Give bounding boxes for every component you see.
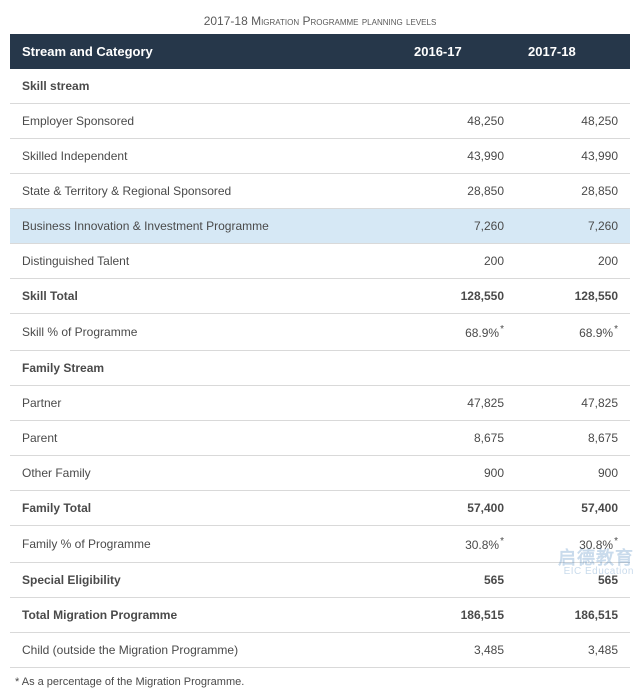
row-label: Special Eligibility: [10, 563, 402, 598]
row-value-2016-17: 7,260: [402, 209, 516, 244]
row-value-2016-17: 900: [402, 456, 516, 491]
row-label: Total Migration Programme: [10, 598, 402, 633]
table-row: Partner47,82547,825: [10, 386, 630, 421]
header-row: Stream and Category 2016-17 2017-18: [10, 34, 630, 69]
asterisk-icon: *: [614, 324, 618, 335]
row-label: Distinguished Talent: [10, 244, 402, 279]
row-label: Family Total: [10, 491, 402, 526]
row-label: State & Territory & Regional Sponsored: [10, 174, 402, 209]
row-label: Child (outside the Migration Programme): [10, 633, 402, 668]
table-row: Distinguished Talent200200: [10, 244, 630, 279]
table-row: Child (outside the Migration Programme)3…: [10, 633, 630, 668]
row-value-2017-18: 200: [516, 244, 630, 279]
footnote-text: As a percentage of the Migration Program…: [22, 676, 245, 688]
table-row: Total Migration Programme186,515186,515: [10, 598, 630, 633]
table-row: Skill stream: [10, 69, 630, 104]
row-label: Family Stream: [10, 351, 630, 386]
table-row: Special Eligibility565565: [10, 563, 630, 598]
col-2016-17: 2016-17: [402, 34, 516, 69]
col-category: Stream and Category: [10, 34, 402, 69]
table-row: Parent8,6758,675: [10, 421, 630, 456]
asterisk-icon: *: [500, 536, 504, 547]
row-value-2016-17: 30.8%*: [402, 526, 516, 563]
table-row: Business Innovation & Investment Program…: [10, 209, 630, 244]
footnote: * As a percentage of the Migration Progr…: [10, 668, 630, 688]
table-row: Skill Total128,550128,550: [10, 279, 630, 314]
row-value-2016-17: 128,550: [402, 279, 516, 314]
table-row: Other Family900900: [10, 456, 630, 491]
table-row: Skilled Independent43,99043,990: [10, 139, 630, 174]
row-value-2017-18: 48,250: [516, 104, 630, 139]
table-row: Family Stream: [10, 351, 630, 386]
row-value-2017-18: 47,825: [516, 386, 630, 421]
migration-table: Stream and Category 2016-17 2017-18 Skil…: [10, 34, 630, 668]
row-value-2016-17: 47,825: [402, 386, 516, 421]
row-label: Other Family: [10, 456, 402, 491]
row-value-2016-17: 8,675: [402, 421, 516, 456]
table-row: Family % of Programme30.8%*30.8%*: [10, 526, 630, 563]
row-label: Skill % of Programme: [10, 314, 402, 351]
table-title: 2017-18 Migration Programme planning lev…: [10, 10, 630, 34]
row-value-2017-18: 43,990: [516, 139, 630, 174]
row-value-2017-18: 7,260: [516, 209, 630, 244]
row-value-2016-17: 57,400: [402, 491, 516, 526]
row-value-2016-17: 186,515: [402, 598, 516, 633]
table-row: State & Territory & Regional Sponsored28…: [10, 174, 630, 209]
row-value-2017-18: 8,675: [516, 421, 630, 456]
table-row: Employer Sponsored48,25048,250: [10, 104, 630, 139]
watermark-en: EIC Education: [558, 567, 634, 577]
row-value-2017-18: 900: [516, 456, 630, 491]
row-value-2017-18: 3,485: [516, 633, 630, 668]
row-label: Skill stream: [10, 69, 630, 104]
row-label: Employer Sponsored: [10, 104, 402, 139]
row-label: Parent: [10, 421, 402, 456]
row-value-2017-18: 186,515: [516, 598, 630, 633]
row-value-2016-17: 48,250: [402, 104, 516, 139]
row-value-2017-18: 57,400: [516, 491, 630, 526]
watermark-cn: 启德教育: [558, 549, 634, 567]
row-label: Family % of Programme: [10, 526, 402, 563]
row-label: Skilled Independent: [10, 139, 402, 174]
asterisk-icon: *: [614, 536, 618, 547]
table-row: Skill % of Programme68.9%*68.9%*: [10, 314, 630, 351]
row-label: Partner: [10, 386, 402, 421]
row-value-2016-17: 565: [402, 563, 516, 598]
row-value-2016-17: 3,485: [402, 633, 516, 668]
row-value-2016-17: 200: [402, 244, 516, 279]
row-value-2016-17: 68.9%*: [402, 314, 516, 351]
row-label: Skill Total: [10, 279, 402, 314]
footnote-star: *: [15, 676, 19, 688]
table-row: Family Total57,40057,400: [10, 491, 630, 526]
row-value-2016-17: 43,990: [402, 139, 516, 174]
row-value-2017-18: 28,850: [516, 174, 630, 209]
row-value-2016-17: 28,850: [402, 174, 516, 209]
row-value-2017-18: 128,550: [516, 279, 630, 314]
row-value-2017-18: 68.9%*: [516, 314, 630, 351]
watermark: 启德教育 EIC Education: [558, 549, 634, 577]
asterisk-icon: *: [500, 324, 504, 335]
col-2017-18: 2017-18: [516, 34, 630, 69]
row-label: Business Innovation & Investment Program…: [10, 209, 402, 244]
